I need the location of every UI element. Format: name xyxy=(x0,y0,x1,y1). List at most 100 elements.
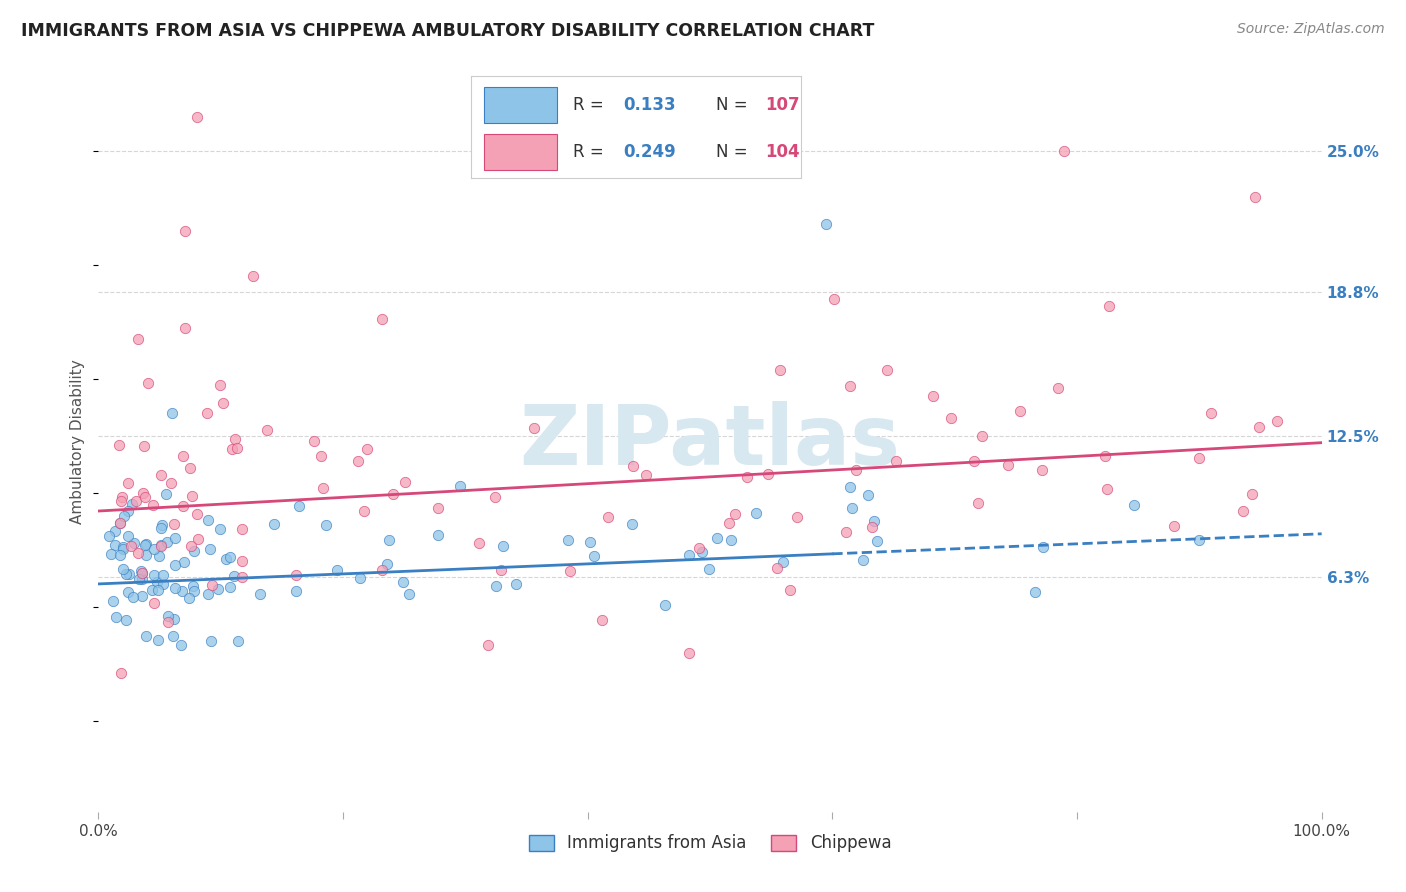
Point xyxy=(505,577,527,591)
Point xyxy=(309,449,332,463)
Point xyxy=(149,539,172,553)
Point xyxy=(225,441,247,455)
Point xyxy=(394,475,416,490)
Point xyxy=(207,582,229,596)
Point xyxy=(724,508,747,522)
Point xyxy=(302,434,325,449)
Point xyxy=(135,549,157,563)
Point xyxy=(179,591,201,605)
Point xyxy=(226,634,249,648)
Point xyxy=(97,528,120,542)
Point xyxy=(142,567,165,582)
Point xyxy=(1187,533,1209,547)
Point xyxy=(179,461,201,475)
Point xyxy=(557,533,579,548)
Text: IMMIGRANTS FROM ASIA VS CHIPPEWA AMBULATORY DISABILITY CORRELATION CHART: IMMIGRANTS FROM ASIA VS CHIPPEWA AMBULAT… xyxy=(21,22,875,40)
Point xyxy=(208,522,231,536)
Point xyxy=(706,532,728,546)
Point xyxy=(356,442,378,457)
Point xyxy=(112,508,135,523)
Point xyxy=(815,217,838,231)
Point xyxy=(143,596,166,610)
Bar xyxy=(484,87,557,123)
Point xyxy=(104,524,127,539)
Point xyxy=(160,406,183,420)
Point xyxy=(697,562,720,576)
Text: 0.133: 0.133 xyxy=(623,96,676,114)
Point xyxy=(349,571,371,585)
Point xyxy=(152,568,174,582)
Point xyxy=(288,499,311,513)
Text: R =: R = xyxy=(574,96,609,114)
Text: Source: ZipAtlas.com: Source: ZipAtlas.com xyxy=(1237,22,1385,37)
Point xyxy=(1024,584,1046,599)
Point xyxy=(756,467,779,481)
Point xyxy=(108,516,131,531)
Point xyxy=(841,501,863,516)
Point xyxy=(131,566,153,581)
Point xyxy=(173,321,195,335)
Point xyxy=(136,376,159,390)
Point xyxy=(398,587,420,601)
Point xyxy=(117,585,139,599)
Point xyxy=(1032,541,1054,555)
Point xyxy=(224,432,246,446)
Point xyxy=(963,453,986,467)
Point xyxy=(839,378,862,392)
Point xyxy=(823,292,845,306)
Point xyxy=(183,584,205,599)
Point xyxy=(120,540,142,554)
Point xyxy=(101,594,124,608)
Point xyxy=(353,504,375,518)
Point xyxy=(128,572,150,586)
Point xyxy=(121,497,143,511)
Point xyxy=(766,560,789,574)
Point xyxy=(838,480,860,494)
Point xyxy=(104,538,127,552)
Point xyxy=(160,475,183,490)
Point xyxy=(180,540,202,554)
Point xyxy=(835,524,858,539)
Point xyxy=(468,536,491,550)
Point xyxy=(1187,450,1209,465)
Point xyxy=(148,549,170,563)
Point xyxy=(381,486,404,500)
Point xyxy=(284,584,307,599)
Point xyxy=(187,532,209,546)
Point xyxy=(231,522,253,536)
Point xyxy=(1047,381,1070,395)
Text: ZIPatlas: ZIPatlas xyxy=(520,401,900,482)
Point xyxy=(181,579,204,593)
Point xyxy=(117,529,139,543)
Point xyxy=(134,490,156,504)
Point xyxy=(127,546,149,560)
Point xyxy=(786,510,808,524)
Point xyxy=(744,506,766,520)
Point xyxy=(779,583,801,598)
Point xyxy=(115,614,138,628)
Point xyxy=(219,580,242,594)
Text: 0.249: 0.249 xyxy=(623,144,676,161)
Point xyxy=(997,458,1019,473)
Point xyxy=(112,562,135,576)
Point xyxy=(1199,406,1222,420)
Point xyxy=(131,590,153,604)
Point xyxy=(621,516,644,531)
Text: 107: 107 xyxy=(765,96,800,114)
Point xyxy=(117,503,139,517)
Point xyxy=(688,541,710,555)
Point xyxy=(112,540,135,554)
Point xyxy=(155,487,177,501)
Point xyxy=(263,517,285,532)
Point xyxy=(134,538,156,552)
Point xyxy=(678,548,700,562)
Point xyxy=(426,501,449,516)
Point xyxy=(156,609,179,624)
Point xyxy=(148,632,170,647)
Point xyxy=(157,615,180,629)
Point xyxy=(108,516,131,530)
Text: N =: N = xyxy=(716,96,752,114)
Point xyxy=(596,510,619,524)
Point xyxy=(941,410,963,425)
Point xyxy=(249,587,271,601)
